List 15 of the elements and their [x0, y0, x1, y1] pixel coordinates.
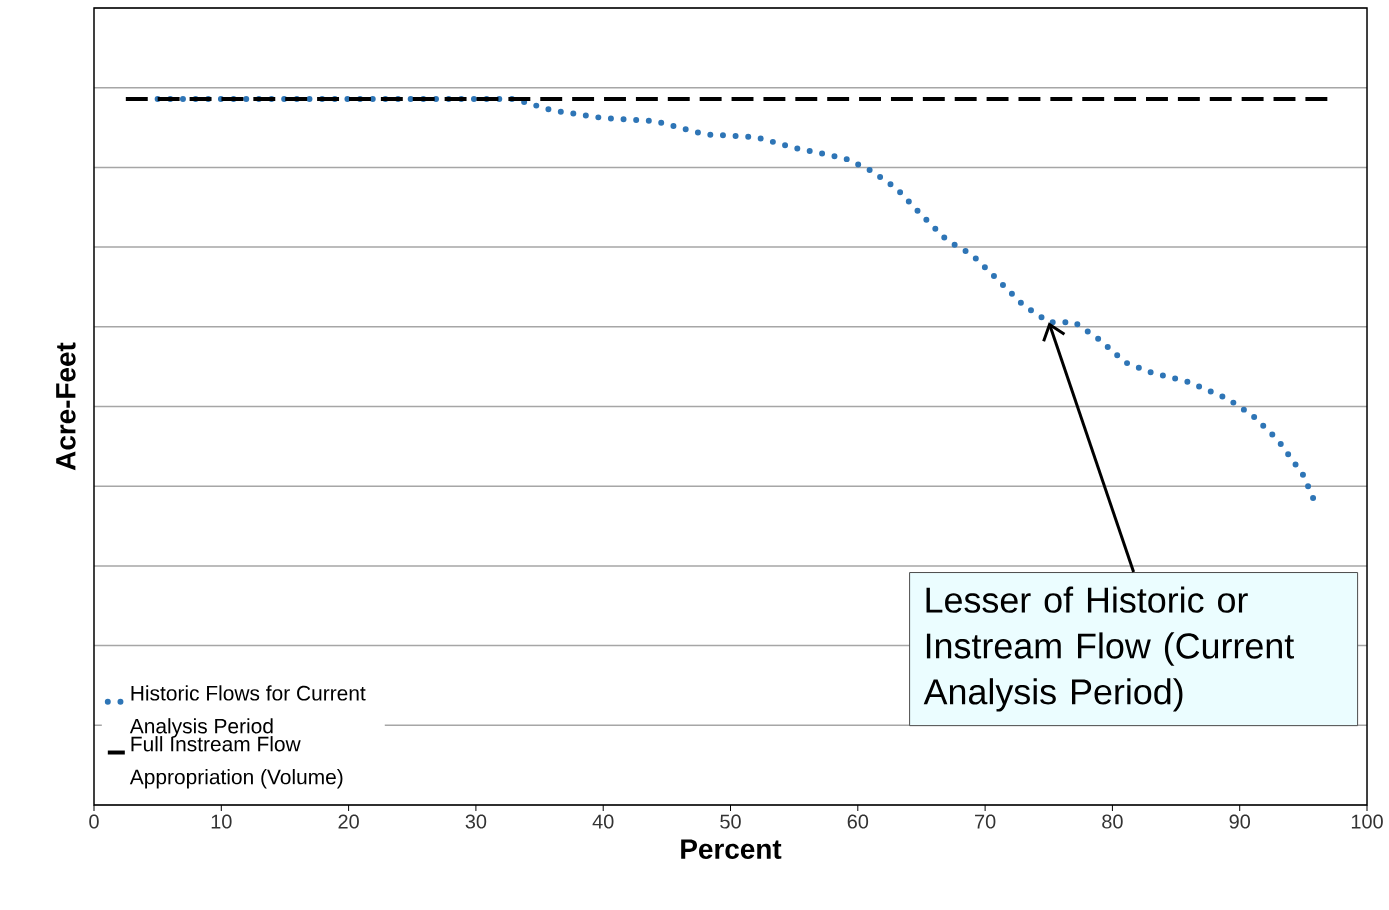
x-tick-label: 80 [1102, 814, 1123, 829]
x-tick-label: 70 [975, 814, 996, 829]
x-tick-label: 60 [847, 814, 869, 829]
x-tick-label: 50 [720, 814, 741, 829]
x-tick-label: 40 [592, 814, 614, 829]
x-axis-title: Percent [681, 839, 782, 859]
x-tick-label: 0 [89, 814, 99, 829]
x-tick-label: 90 [1229, 814, 1251, 829]
annotation: Lesser of Historic or Instream Flow (Current Analysis Period) [923, 586, 1294, 712]
legend-label: Full Instream Flow Appropriation (Volume) [129, 736, 343, 789]
x-tick-label: 100 [1351, 814, 1383, 829]
x-tick-label: 20 [338, 814, 359, 829]
x-tick-label: 30 [465, 814, 487, 829]
y-axis-title: Acre-Feet [56, 342, 76, 471]
x-tick-label: 10 [211, 814, 232, 829]
